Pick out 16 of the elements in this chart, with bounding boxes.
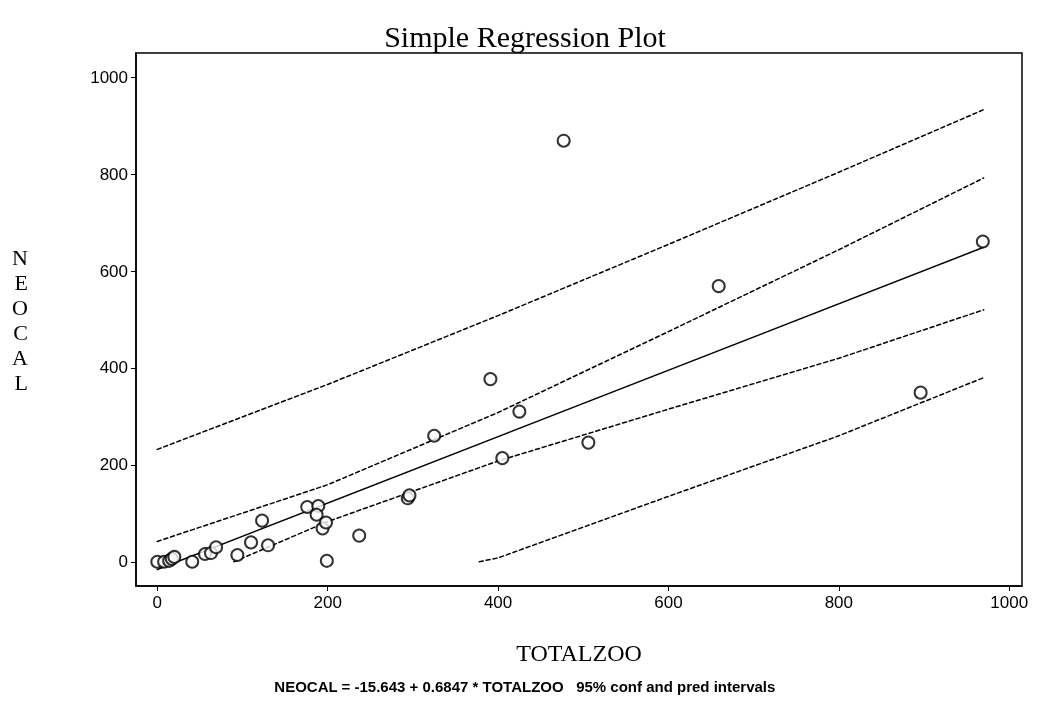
x-tick-label: 0 <box>152 593 163 612</box>
y-tick-label: 800 <box>99 164 128 184</box>
y-tick-label: 0 <box>118 552 128 572</box>
y-tick-label: 400 <box>99 358 128 378</box>
y-tick-label: 200 <box>99 455 128 475</box>
chart-title: Simple Regression Plot <box>384 19 667 53</box>
x-tick-label: 800 <box>824 593 854 612</box>
y-tick-label: 1000 <box>90 67 128 87</box>
x-tick-label: 1000 <box>990 593 1029 612</box>
y-tick-label: 600 <box>99 261 128 281</box>
x-tick-label: 600 <box>654 593 683 612</box>
x-tick-label: 200 <box>313 593 342 612</box>
y-axis-title: NEOCAL <box>12 244 29 395</box>
x-tick-label: 400 <box>483 593 513 612</box>
text: NEOCAL = -15.643 + 0.6847 * TOTALZOO 95% conf and pred intervals <box>274 678 776 695</box>
x-axis-title: TOTALZOO <box>516 640 642 666</box>
